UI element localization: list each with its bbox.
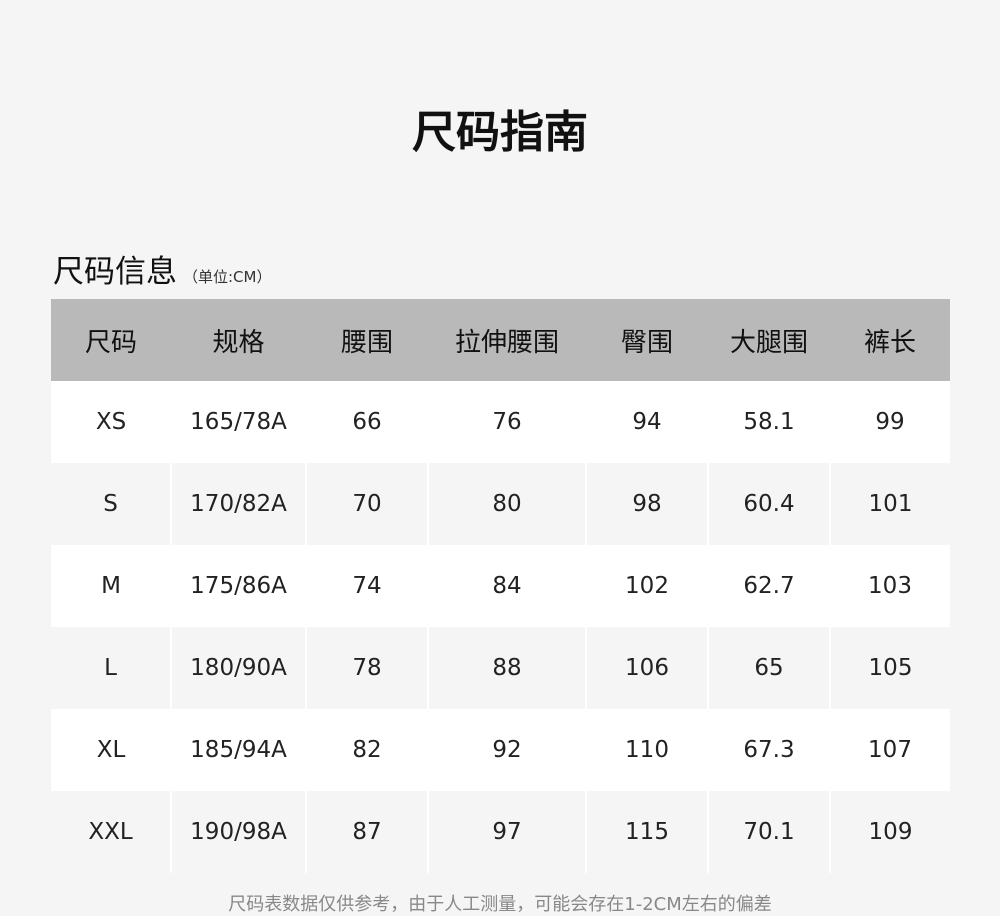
table-cell: 58.1 [708, 381, 830, 463]
table-row: XS 165/78A 66 76 94 58.1 99 [51, 381, 950, 463]
unit-label: （单位:CM） [183, 268, 272, 286]
column-header: 大腿围 [708, 299, 830, 381]
table-cell: 94 [586, 381, 708, 463]
page-title: 尺码指南 [412, 107, 588, 158]
section-heading: 尺码信息 （单位:CM） [53, 246, 271, 291]
table-cell: 107 [830, 709, 950, 791]
table-cell: 92 [428, 709, 586, 791]
table-cell: 84 [428, 545, 586, 627]
table-cell: 180/90A [170, 627, 306, 709]
column-header: 裤长 [830, 299, 950, 381]
table-row: L 180/90A 78 88 106 65 105 [51, 627, 950, 709]
table-cell: 106 [585, 627, 708, 709]
table-cell: 105 [829, 627, 950, 709]
table-cell: L [51, 627, 171, 709]
table-row: XL 185/94A 82 92 110 67.3 107 [51, 709, 950, 791]
table-cell: 78 [305, 627, 428, 709]
table-cell: 80 [427, 463, 586, 545]
table-cell: 87 [305, 791, 428, 873]
table-cell: 70.1 [707, 791, 830, 873]
table-cell: 165/78A [171, 381, 306, 463]
column-header: 尺码 [51, 299, 171, 381]
table-cell: XXL [51, 791, 171, 873]
table-cell: 97 [427, 791, 586, 873]
section-label: 尺码信息 [53, 254, 177, 290]
table-cell: XS [51, 381, 171, 463]
disclaimer-note: 尺码表数据仅供参考，由于人工测量，可能会存在1-2CM左右的偏差 [228, 894, 772, 915]
table-cell: 115 [585, 791, 708, 873]
table-cell: 60.4 [707, 463, 830, 545]
table-cell: 76 [428, 381, 586, 463]
table-cell: 102 [586, 545, 708, 627]
size-table: 尺码 规格 腰围 拉伸腰围 臀围 大腿围 裤长 XS 165/78A 66 76 94 58.1 99 S… [51, 299, 950, 873]
column-header: 规格 [171, 299, 306, 381]
table-row: XXL 190/98A 87 97 115 70.1 109 [51, 791, 950, 873]
table-cell: 110 [586, 709, 708, 791]
table-row: S 170/82A 70 80 98 60.4 101 [51, 463, 950, 545]
table-cell: 67.3 [708, 709, 830, 791]
table-cell: 98 [585, 463, 708, 545]
table-cell: 103 [830, 545, 950, 627]
table-cell: 74 [306, 545, 428, 627]
table-cell: 62.7 [708, 545, 830, 627]
table-cell: 99 [830, 381, 950, 463]
table-cell: 170/82A [170, 463, 306, 545]
table-cell: 101 [829, 463, 950, 545]
table-cell: 66 [306, 381, 428, 463]
table-row: M 175/86A 74 84 102 62.7 103 [51, 545, 950, 627]
table-cell: 65 [707, 627, 830, 709]
table-cell: S [51, 463, 171, 545]
table-header-row: 尺码 规格 腰围 拉伸腰围 臀围 大腿围 裤长 [51, 299, 950, 381]
table-cell: 175/86A [171, 545, 306, 627]
table-cell: 190/98A [170, 791, 306, 873]
table-cell: XL [51, 709, 171, 791]
column-header: 臀围 [586, 299, 708, 381]
column-header: 拉伸腰围 [428, 299, 586, 381]
table-cell: 82 [306, 709, 428, 791]
table-cell: 109 [829, 791, 950, 873]
table-cell: 70 [305, 463, 428, 545]
table-cell: 185/94A [171, 709, 306, 791]
table-cell: 88 [427, 627, 586, 709]
column-header: 腰围 [306, 299, 428, 381]
table-cell: M [51, 545, 171, 627]
